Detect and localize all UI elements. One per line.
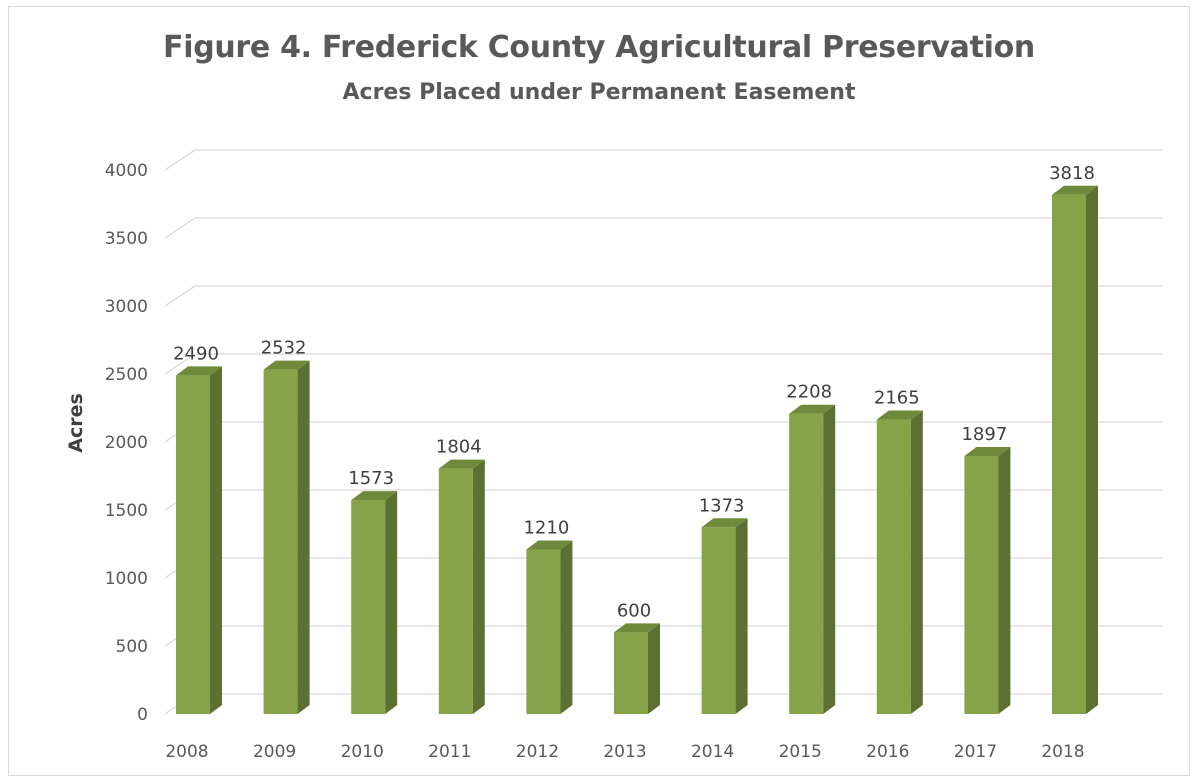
bar-side xyxy=(998,447,1011,714)
bar-front xyxy=(263,369,298,714)
data-label: 3818 xyxy=(1049,163,1095,184)
x-tick-label: 2012 xyxy=(516,742,559,762)
bar xyxy=(614,623,660,714)
bar-top xyxy=(876,410,923,420)
bar xyxy=(263,360,310,714)
bar-top xyxy=(176,366,222,376)
grid-line-diagonal xyxy=(164,149,196,171)
x-tick-label: 2013 xyxy=(603,742,646,762)
data-label: 1804 xyxy=(436,437,482,458)
data-label: 1373 xyxy=(699,495,745,516)
bar-top xyxy=(438,459,485,469)
bar-side xyxy=(823,404,836,714)
bar xyxy=(1052,185,1098,714)
data-label: 600 xyxy=(617,600,651,621)
chart-title: Figure 4. Frederick County Agricultural … xyxy=(163,30,1035,65)
bar xyxy=(351,491,398,714)
y-tick-label: 1000 xyxy=(105,569,148,589)
data-label: 2490 xyxy=(173,343,219,364)
x-tick-label: 2014 xyxy=(691,742,734,762)
bar-top xyxy=(263,360,310,370)
grid-line-diagonal xyxy=(164,353,196,375)
x-tick-label: 2016 xyxy=(866,742,909,762)
bar-side xyxy=(1086,185,1098,714)
x-axis-ticks: 2008 2009 2010 2011 2012 2013 2014 2015 2016 2017… xyxy=(165,742,1084,762)
chart-subtitle: Acres Placed under Permanent Easement xyxy=(342,80,856,105)
bar-top xyxy=(964,447,1011,457)
bars xyxy=(176,185,1098,714)
bar-front xyxy=(438,468,473,714)
y-tick-label: 500 xyxy=(116,637,148,657)
x-tick-label: 2009 xyxy=(253,742,296,762)
bar-side xyxy=(472,459,485,714)
y-tick-label: 1500 xyxy=(105,501,148,521)
bar-front xyxy=(176,375,210,714)
bar-top xyxy=(351,491,398,501)
bar-top xyxy=(614,623,660,633)
bar-side xyxy=(735,518,748,714)
bar xyxy=(526,540,573,714)
bar xyxy=(789,404,836,714)
bar xyxy=(964,447,1011,714)
data-label: 1897 xyxy=(961,424,1007,445)
y-axis-label: Acres xyxy=(65,393,87,453)
x-tick-label: 2011 xyxy=(428,742,471,762)
x-tick-label: 2015 xyxy=(779,742,822,762)
bar-top xyxy=(789,404,836,414)
y-tick-label: 2000 xyxy=(105,433,148,453)
bar-top xyxy=(526,540,573,550)
data-label: 1210 xyxy=(523,517,569,538)
bar-front xyxy=(1052,194,1086,714)
bar-side xyxy=(297,360,310,714)
bar-top xyxy=(1052,185,1098,195)
bar-side xyxy=(210,366,222,714)
data-label: 2532 xyxy=(261,338,307,359)
data-label: 2165 xyxy=(874,388,920,409)
bar-front xyxy=(526,549,561,714)
bar-front xyxy=(964,456,999,714)
grid-line-diagonal xyxy=(164,285,196,307)
y-axis-ticks: 0 500 1000 1500 2000 2500 3000 3500 4000 xyxy=(105,161,148,725)
x-tick-label: 2008 xyxy=(165,742,208,762)
x-tick-label: 2018 xyxy=(1041,742,1084,762)
x-tick-label: 2017 xyxy=(954,742,997,762)
y-tick-label: 2500 xyxy=(105,365,148,385)
data-label: 1573 xyxy=(348,468,394,489)
bar xyxy=(876,410,923,714)
data-label: 2208 xyxy=(786,382,832,403)
bar-front xyxy=(614,632,648,714)
bar-front xyxy=(351,500,386,714)
bar-front xyxy=(701,527,736,714)
x-tick-label: 2010 xyxy=(341,742,384,762)
y-tick-label: 4000 xyxy=(105,161,148,181)
bar-front xyxy=(876,419,911,714)
bar xyxy=(438,459,485,714)
bar-front xyxy=(789,413,824,714)
data-labels: 2490 2532 1573 1804 1210 600 1373 2208 2165 1897 3… xyxy=(173,163,1095,622)
bar-side xyxy=(648,623,660,714)
y-tick-label: 3500 xyxy=(105,229,148,249)
grid-lines xyxy=(164,149,1162,715)
bar-side xyxy=(910,410,923,714)
bar xyxy=(701,518,748,714)
bar-side xyxy=(385,491,398,714)
y-tick-label: 3000 xyxy=(105,297,148,317)
grid-line-diagonal xyxy=(164,217,196,239)
bar-side xyxy=(560,540,573,714)
y-tick-label: 0 xyxy=(137,705,148,725)
bar xyxy=(176,366,222,714)
bar-top xyxy=(701,518,748,528)
